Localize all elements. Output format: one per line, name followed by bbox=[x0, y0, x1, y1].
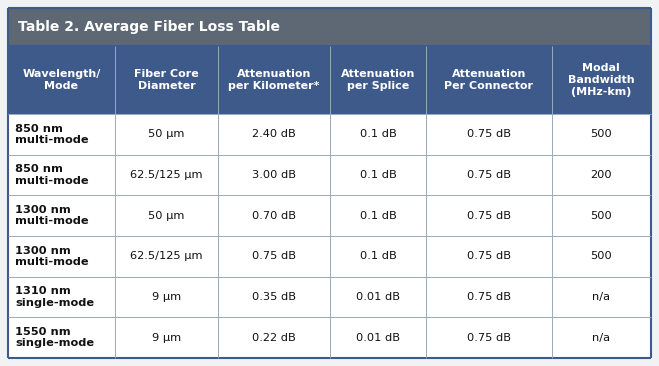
Bar bbox=[8, 195, 651, 236]
Text: 1550 nm
single-mode: 1550 nm single-mode bbox=[15, 327, 94, 348]
Text: n/a: n/a bbox=[592, 333, 610, 343]
Text: 0.70 dB: 0.70 dB bbox=[252, 211, 296, 221]
Text: 0.1 dB: 0.1 dB bbox=[360, 170, 396, 180]
Text: 0.01 dB: 0.01 dB bbox=[356, 333, 400, 343]
Bar bbox=[8, 236, 651, 277]
Bar bbox=[8, 8, 651, 46]
Text: 850 nm
multi-mode: 850 nm multi-mode bbox=[15, 164, 88, 186]
Text: 0.75 dB: 0.75 dB bbox=[467, 170, 511, 180]
Text: 500: 500 bbox=[590, 211, 612, 221]
Text: n/a: n/a bbox=[592, 292, 610, 302]
Text: 0.22 dB: 0.22 dB bbox=[252, 333, 295, 343]
Text: 0.1 dB: 0.1 dB bbox=[360, 129, 396, 139]
Bar bbox=[8, 277, 651, 317]
Text: 0.1 dB: 0.1 dB bbox=[360, 211, 396, 221]
Text: 62.5/125 μm: 62.5/125 μm bbox=[130, 251, 202, 261]
Text: Wavelength/
Mode: Wavelength/ Mode bbox=[22, 69, 101, 91]
Text: 9 μm: 9 μm bbox=[152, 292, 181, 302]
Text: Table 2. Average Fiber Loss Table: Table 2. Average Fiber Loss Table bbox=[18, 20, 280, 34]
Text: 62.5/125 μm: 62.5/125 μm bbox=[130, 170, 202, 180]
Text: 3.00 dB: 3.00 dB bbox=[252, 170, 296, 180]
Text: Attenuation
per Splice: Attenuation per Splice bbox=[341, 69, 415, 91]
Text: Attenuation
Per Connector: Attenuation Per Connector bbox=[444, 69, 533, 91]
Text: 0.75 dB: 0.75 dB bbox=[467, 211, 511, 221]
Text: 0.75 dB: 0.75 dB bbox=[467, 129, 511, 139]
Text: Attenuation
per Kilometer*: Attenuation per Kilometer* bbox=[228, 69, 320, 91]
Text: 0.35 dB: 0.35 dB bbox=[252, 292, 296, 302]
Text: 500: 500 bbox=[590, 129, 612, 139]
Text: 1300 nm
multi-mode: 1300 nm multi-mode bbox=[15, 205, 88, 227]
Text: 0.75 dB: 0.75 dB bbox=[467, 333, 511, 343]
Text: 9 μm: 9 μm bbox=[152, 333, 181, 343]
Text: 50 μm: 50 μm bbox=[148, 211, 185, 221]
Text: 500: 500 bbox=[590, 251, 612, 261]
Bar bbox=[8, 317, 651, 358]
Text: 0.75 dB: 0.75 dB bbox=[467, 292, 511, 302]
Text: 0.75 dB: 0.75 dB bbox=[252, 251, 296, 261]
Text: 200: 200 bbox=[590, 170, 612, 180]
Text: 0.01 dB: 0.01 dB bbox=[356, 292, 400, 302]
Text: 2.40 dB: 2.40 dB bbox=[252, 129, 295, 139]
Text: 850 nm
multi-mode: 850 nm multi-mode bbox=[15, 124, 88, 145]
Text: 0.75 dB: 0.75 dB bbox=[467, 251, 511, 261]
Text: 1310 nm
single-mode: 1310 nm single-mode bbox=[15, 286, 94, 308]
Bar bbox=[8, 114, 651, 155]
Text: 50 μm: 50 μm bbox=[148, 129, 185, 139]
Bar bbox=[8, 155, 651, 195]
Text: Fiber Core
Diameter: Fiber Core Diameter bbox=[134, 69, 199, 91]
Bar bbox=[8, 46, 651, 114]
Text: Modal
Bandwidth
(MHz-km): Modal Bandwidth (MHz-km) bbox=[568, 63, 635, 97]
Text: 1300 nm
multi-mode: 1300 nm multi-mode bbox=[15, 246, 88, 267]
Text: 0.1 dB: 0.1 dB bbox=[360, 251, 396, 261]
